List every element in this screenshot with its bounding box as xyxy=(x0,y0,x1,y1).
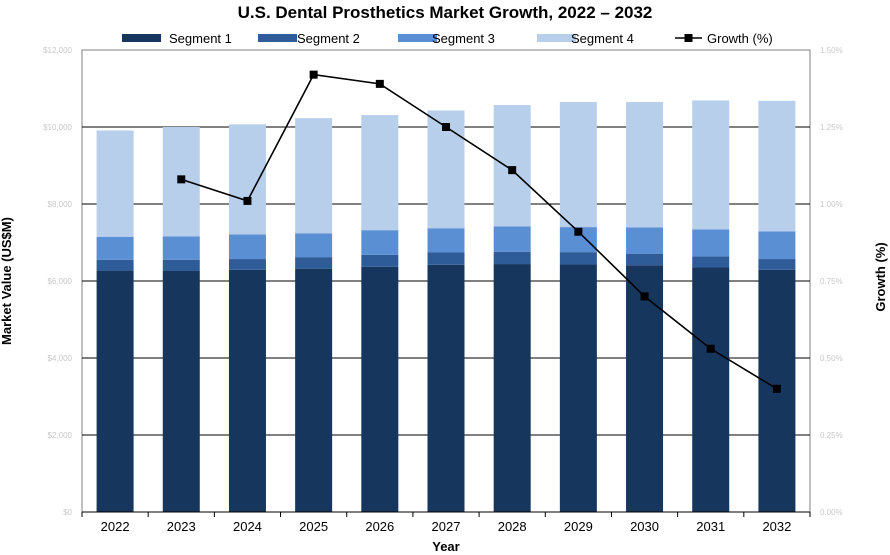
x-tick-label: 2026 xyxy=(365,519,394,534)
y2-tick-label: 1.50% xyxy=(820,46,843,55)
y2-tick-label: 0.00% xyxy=(820,508,843,517)
bar-segment-2 xyxy=(228,259,266,270)
axes: 2022 2023 2024 2025 2026 2027 2028 2029 2030 2031… xyxy=(43,46,843,534)
y2-tick-label: 0.75% xyxy=(820,277,843,286)
x-tick-label: 2027 xyxy=(432,519,461,534)
bar-segment-3 xyxy=(758,231,796,260)
bar-segment-4 xyxy=(559,101,597,228)
x-tick-label: 2028 xyxy=(498,519,527,534)
bar-segment-3 xyxy=(493,226,531,252)
bar-segment-2 xyxy=(559,252,597,265)
bar-segment-1 xyxy=(295,268,333,512)
bar-segment-1 xyxy=(692,267,730,512)
bars xyxy=(96,100,796,512)
bar-segment-4 xyxy=(493,105,531,227)
bar-segment-4 xyxy=(758,100,796,232)
legend-label: Segment 1 xyxy=(169,31,232,46)
legend: Segment 1 Segment 2 Segment 3 Segment 4 Grow… xyxy=(122,31,773,46)
legend-label: Segment 2 xyxy=(297,31,360,46)
x-tick-label: 2025 xyxy=(299,519,328,534)
growth-point xyxy=(375,79,384,88)
legend-swatch xyxy=(258,34,297,42)
x-axis-label: Year xyxy=(432,539,459,554)
legend-swatch xyxy=(398,34,437,42)
bar-segment-4 xyxy=(626,101,664,228)
bar-segment-1 xyxy=(96,270,134,512)
y-tick-label: $12,000 xyxy=(43,46,72,55)
legend-label: Segment 3 xyxy=(432,31,495,46)
bar-segment-1 xyxy=(626,265,664,512)
bar-segment-2 xyxy=(96,259,134,271)
legend-label: Growth (%) xyxy=(707,31,773,46)
growth-point xyxy=(574,227,583,236)
x-tick-label: 2032 xyxy=(762,519,791,534)
bar-segment-3 xyxy=(626,227,664,254)
x-tick-label: 2023 xyxy=(167,519,196,534)
bar-segment-2 xyxy=(295,257,333,269)
bar-segment-1 xyxy=(559,264,597,512)
bar-segment-3 xyxy=(295,233,333,258)
y-tick-label: $8,000 xyxy=(48,200,73,209)
bar-segment-3 xyxy=(692,229,730,257)
y-tick-label: $2,000 xyxy=(48,431,73,440)
y2-tick-label: 0.25% xyxy=(820,431,843,440)
bar-segment-4 xyxy=(96,130,134,237)
bar-segment-1 xyxy=(228,269,266,512)
legend-swatch xyxy=(537,34,576,42)
y2-tick-label: 0.50% xyxy=(820,354,843,363)
growth-line-path xyxy=(181,73,778,390)
bar-segment-2 xyxy=(626,253,664,266)
x-tick-label: 2024 xyxy=(233,519,262,534)
bar-segment-3 xyxy=(162,236,200,260)
legend-line-marker xyxy=(684,34,693,42)
growth-point xyxy=(772,384,781,393)
bar-segment-4 xyxy=(295,118,333,234)
bar-segment-3 xyxy=(427,228,465,253)
x-tick-label: 2030 xyxy=(630,519,659,534)
bar-segment-2 xyxy=(758,259,796,270)
y-tick-label: $6,000 xyxy=(48,277,73,286)
chart-title: U.S. Dental Prosthetics Market Growth, 2… xyxy=(238,3,653,22)
growth-line xyxy=(177,70,781,393)
growth-point xyxy=(640,292,649,301)
bar-segment-1 xyxy=(493,264,531,512)
y-axis-label: Market Value (US$M) xyxy=(0,217,14,345)
bar-segment-4 xyxy=(361,115,399,231)
bar-segment-4 xyxy=(692,100,730,230)
y-tick-label: $4,000 xyxy=(48,354,73,363)
legend-label: Segment 4 xyxy=(571,31,634,46)
bar-segment-3 xyxy=(361,230,399,255)
growth-point xyxy=(442,123,450,131)
bar-segment-1 xyxy=(162,270,200,512)
growth-point xyxy=(309,70,318,79)
bar-segment-3 xyxy=(96,236,134,260)
growth-point xyxy=(508,166,517,175)
bar-segment-3 xyxy=(228,234,266,260)
y2-tick-label: 1.00% xyxy=(820,200,843,209)
bar-segment-2 xyxy=(162,259,200,271)
y-tick-label: $10,000 xyxy=(43,123,72,132)
bar-segment-1 xyxy=(427,264,465,512)
y-tick-label: $0 xyxy=(63,508,72,517)
y2-axis-label: Growth (%) xyxy=(873,242,888,311)
growth-point xyxy=(177,175,186,184)
y2-tick-label: 1.25% xyxy=(820,123,843,132)
legend-swatch xyxy=(122,34,161,42)
bar-segment-2 xyxy=(493,251,531,265)
bar-segment-4 xyxy=(228,124,266,235)
bar-segment-2 xyxy=(427,252,465,265)
x-tick-label: 2029 xyxy=(564,519,593,534)
growth-point xyxy=(243,196,252,205)
x-tick-label: 2031 xyxy=(696,519,725,534)
growth-point xyxy=(706,344,715,353)
bar-segment-1 xyxy=(361,266,399,512)
bar-segment-2 xyxy=(692,256,730,268)
x-tick-label: 2022 xyxy=(101,519,130,534)
bar-segment-2 xyxy=(361,254,399,267)
